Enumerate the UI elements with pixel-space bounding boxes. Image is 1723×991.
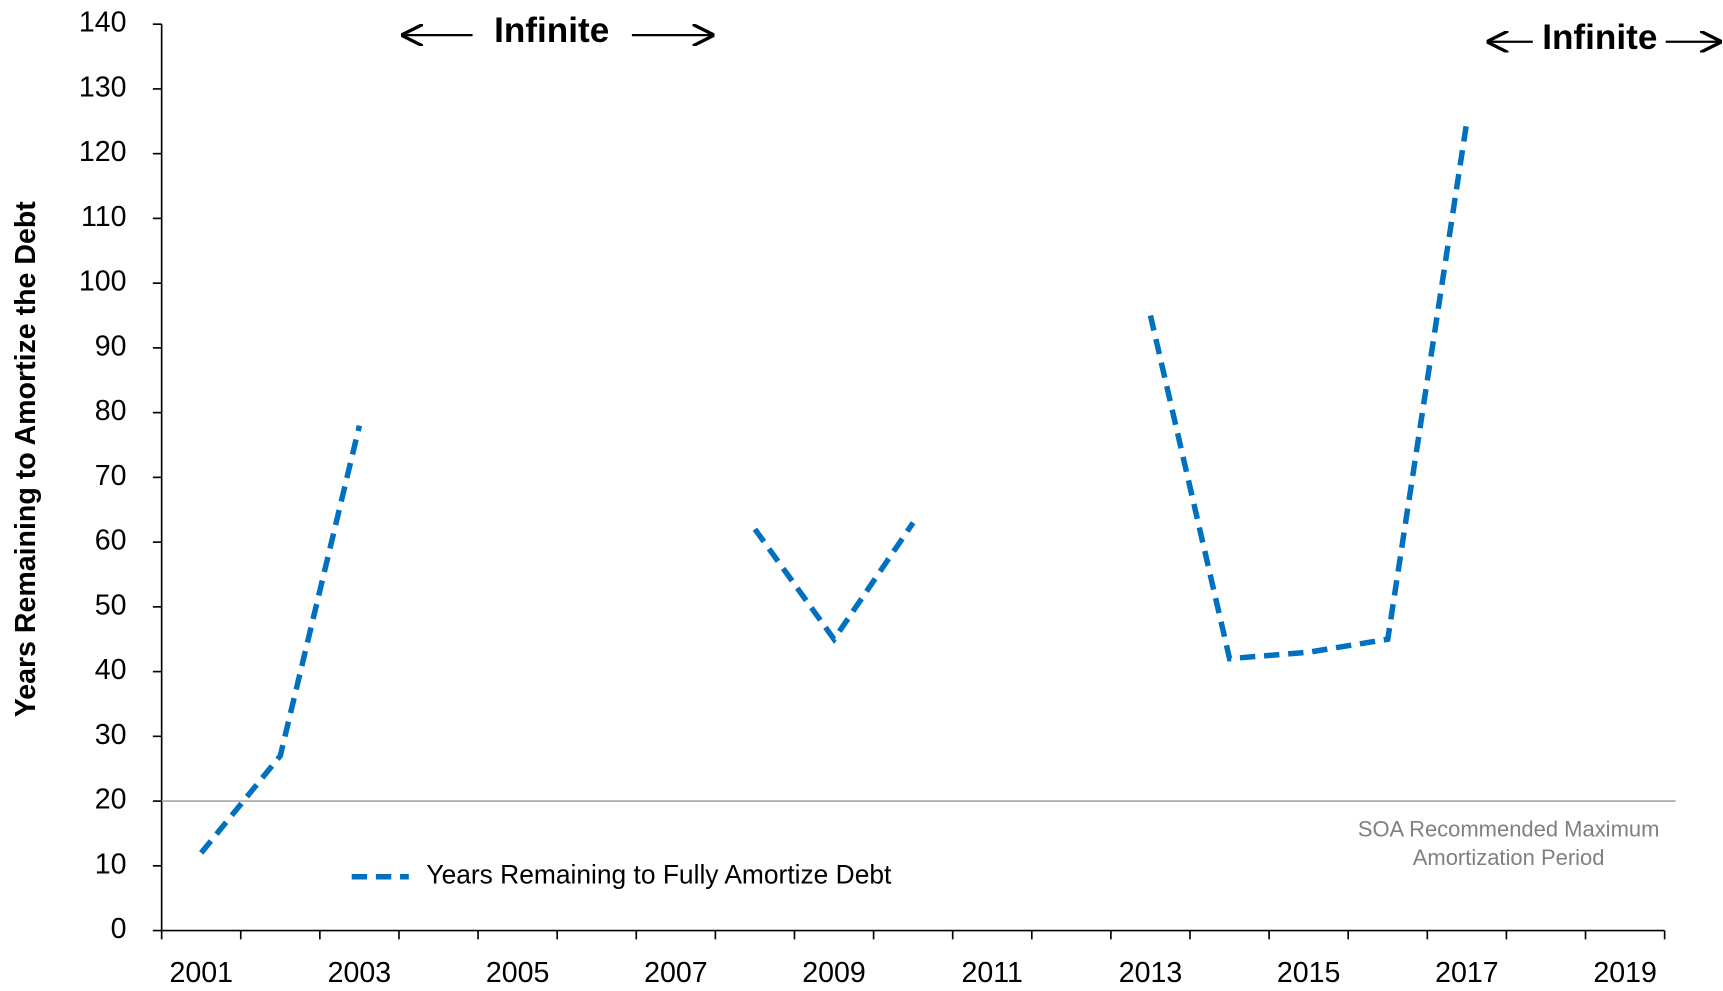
y-tick-label: 130 [79,71,127,103]
x-tick-label: 2009 [802,957,866,989]
x-tick-label: 2003 [328,957,392,989]
y-tick-label: 120 [79,136,127,168]
y-tick-label: 10 [95,848,127,880]
y-tick-label: 30 [95,719,127,751]
legend-label: Years Remaining to Fully Amortize Debt [426,860,892,890]
reference-label: SOA Recommended Maximum [1358,816,1660,841]
x-tick-label: 2013 [1119,957,1183,989]
x-tick-label: 2001 [169,957,233,989]
y-tick-label: 90 [95,330,127,362]
x-tick-label: 2015 [1277,957,1341,989]
x-tick-label: 2011 [962,957,1023,989]
x-tick-label: 2005 [486,957,550,989]
y-tick-label: 40 [95,654,127,686]
x-tick-label: 2019 [1593,957,1657,989]
reference-label: Amortization Period [1413,845,1605,870]
x-tick-label: 2017 [1435,957,1499,989]
y-tick-label: 20 [95,784,127,816]
y-tick-label: 100 [79,266,127,298]
y-tick-label: 80 [95,395,127,427]
y-axis-label: Years Remaining to Amortize the Debt [10,201,42,718]
x-tick-label: 2007 [644,957,708,989]
y-tick-label: 110 [81,201,127,233]
y-tick-label: 60 [95,525,127,557]
annotation: Infinite [1542,18,1657,57]
y-tick-label: 140 [79,7,127,39]
series-line [199,120,1470,855]
y-tick-label: 50 [95,589,127,621]
y-tick-label: 70 [95,460,127,492]
annotation: Infinite [494,11,609,50]
y-tick-label: 0 [111,913,127,945]
